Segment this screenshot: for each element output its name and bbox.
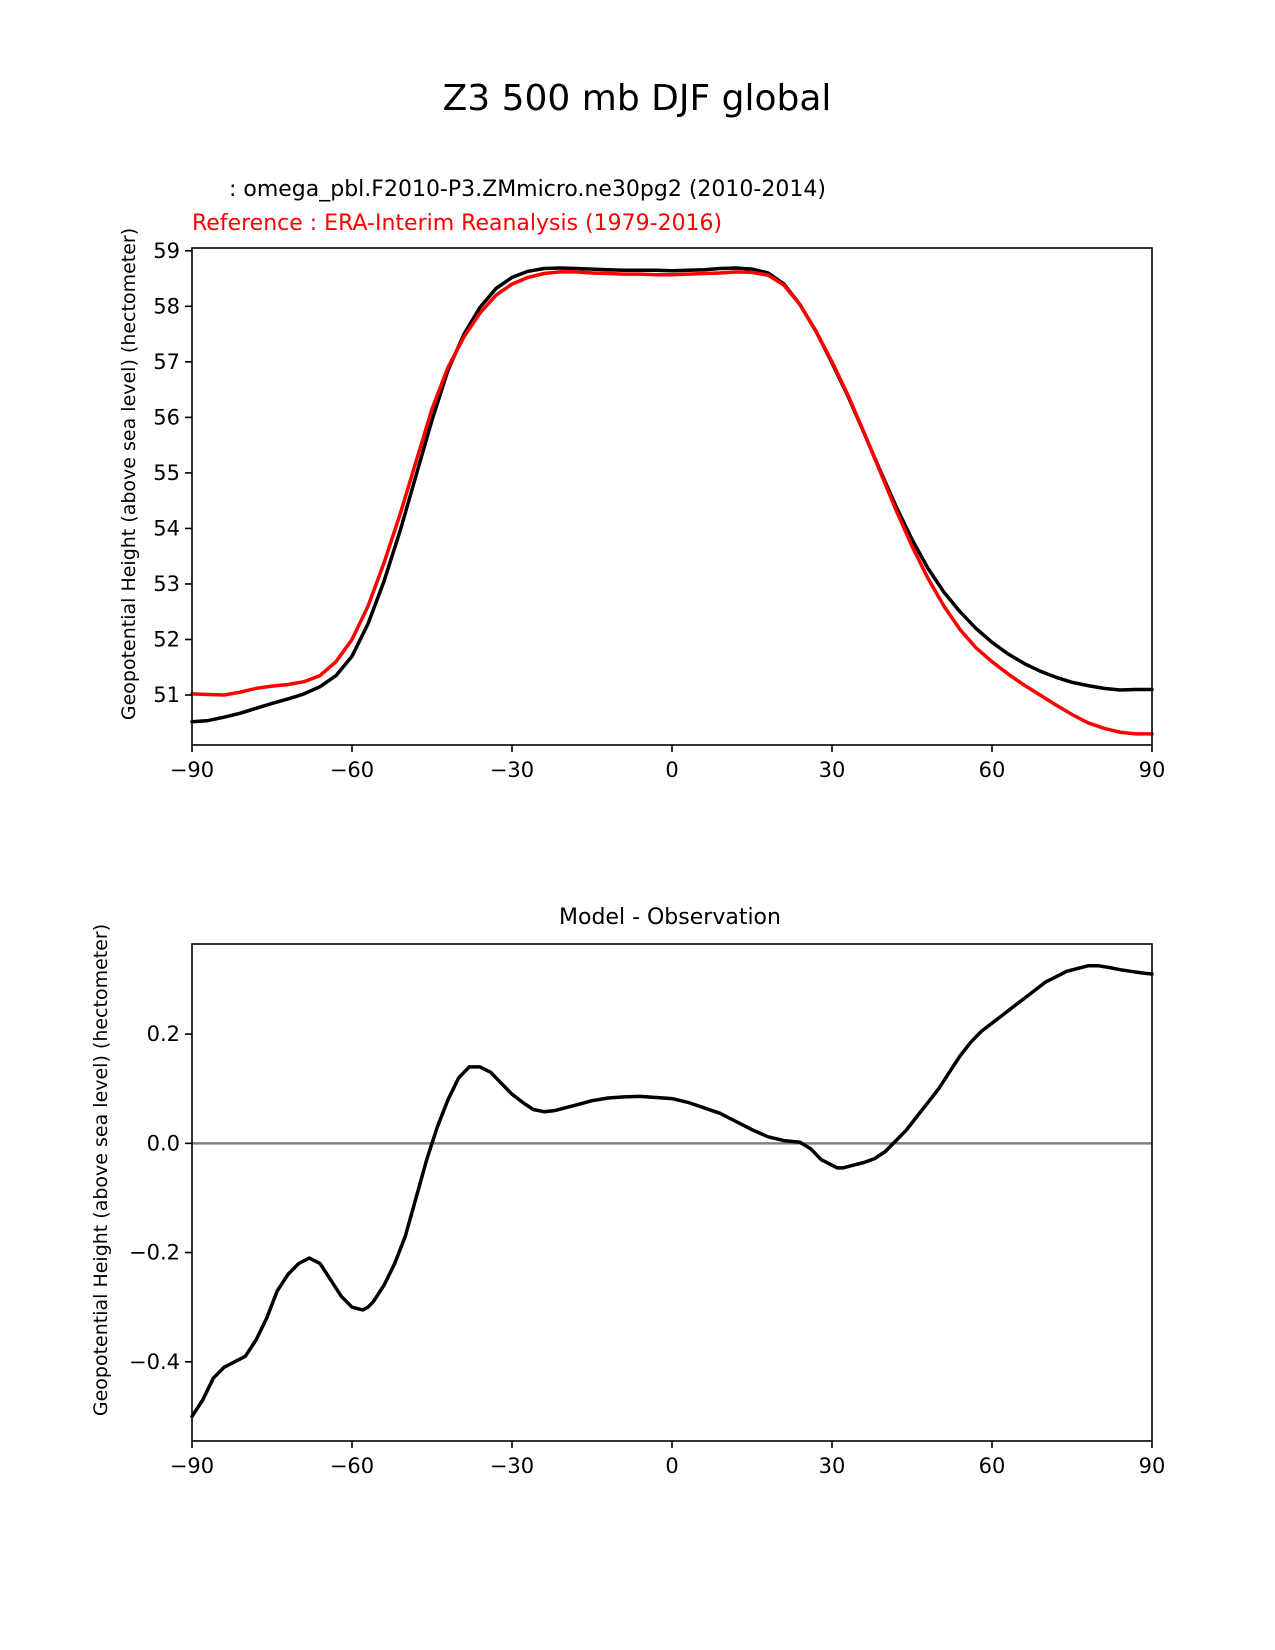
top-y-tick-label: 54 <box>153 516 180 540</box>
top-x-tick-label: 0 <box>665 758 678 782</box>
bottom-plot-area: −90 −60 −30 0 30 60 90 −0.4 −0.2 0.0 0.2 <box>129 944 1165 1478</box>
bottom-x-tick-label: 30 <box>819 1454 846 1478</box>
bottom-panel: Model - Observation Geopotential Height … <box>90 905 1165 1478</box>
top-panel: : omega_pbl.F2010-P3.ZMmicro.ne30pg2 (20… <box>118 177 1165 782</box>
figure-title: Z3 500 mb DJF global <box>443 78 832 119</box>
top-y-tick-label: 53 <box>153 572 180 596</box>
top-axes-frame <box>192 248 1152 745</box>
test-case-label: : omega_pbl.F2010-P3.ZMmicro.ne30pg2 (20… <box>208 177 826 202</box>
bottom-y-tick-label: 0.2 <box>147 1022 180 1046</box>
diff-title: Model - Observation <box>559 905 781 930</box>
bottom-y-axis-label: Geopotential Height (above sea level) (h… <box>90 924 112 1416</box>
top-y-tick-label: 59 <box>153 239 180 263</box>
top-x-tick-label: 60 <box>979 758 1006 782</box>
top-y-tick-label: 58 <box>153 294 180 318</box>
reference-label: Reference : ERA-Interim Reanalysis (1979… <box>192 211 722 236</box>
bottom-x-tick-label: −90 <box>170 1454 214 1478</box>
figure-canvas: Z3 500 mb DJF global : omega_pbl.F2010-P… <box>0 0 1275 1650</box>
top-x-tick-label: 30 <box>819 758 846 782</box>
bottom-axes-frame <box>192 944 1152 1441</box>
top-y-tick-label: 56 <box>153 405 180 429</box>
top-x-tick-label: −60 <box>330 758 374 782</box>
top-x-tick-label: −30 <box>490 758 534 782</box>
top-x-tick-label: −90 <box>170 758 214 782</box>
top-y-tick-label: 57 <box>153 350 180 374</box>
bottom-x-tick-label: 0 <box>665 1454 678 1478</box>
bottom-y-tick-label: 0.0 <box>147 1131 180 1155</box>
bottom-x-tick-label: −60 <box>330 1454 374 1478</box>
bottom-x-tick-label: −30 <box>490 1454 534 1478</box>
top-y-tick-label: 55 <box>153 461 180 485</box>
top-series-model-line <box>192 268 1152 722</box>
top-plot-area: −90 −60 −30 0 30 60 90 51 52 53 54 55 56 57 58 59 <box>153 239 1165 782</box>
top-y-tick-label: 52 <box>153 627 180 651</box>
bottom-x-tick-label: 60 <box>979 1454 1006 1478</box>
bottom-y-tick-label: −0.4 <box>129 1350 180 1374</box>
bottom-x-tick-label: 90 <box>1139 1454 1166 1478</box>
top-y-axis-label: Geopotential Height (above sea level) (h… <box>118 228 140 720</box>
top-y-tick-label: 51 <box>153 683 180 707</box>
bottom-series-model-line <box>192 966 1152 1417</box>
bottom-y-tick-label: −0.2 <box>129 1241 180 1265</box>
top-series-reference-line <box>192 272 1152 734</box>
top-x-tick-label: 90 <box>1139 758 1166 782</box>
